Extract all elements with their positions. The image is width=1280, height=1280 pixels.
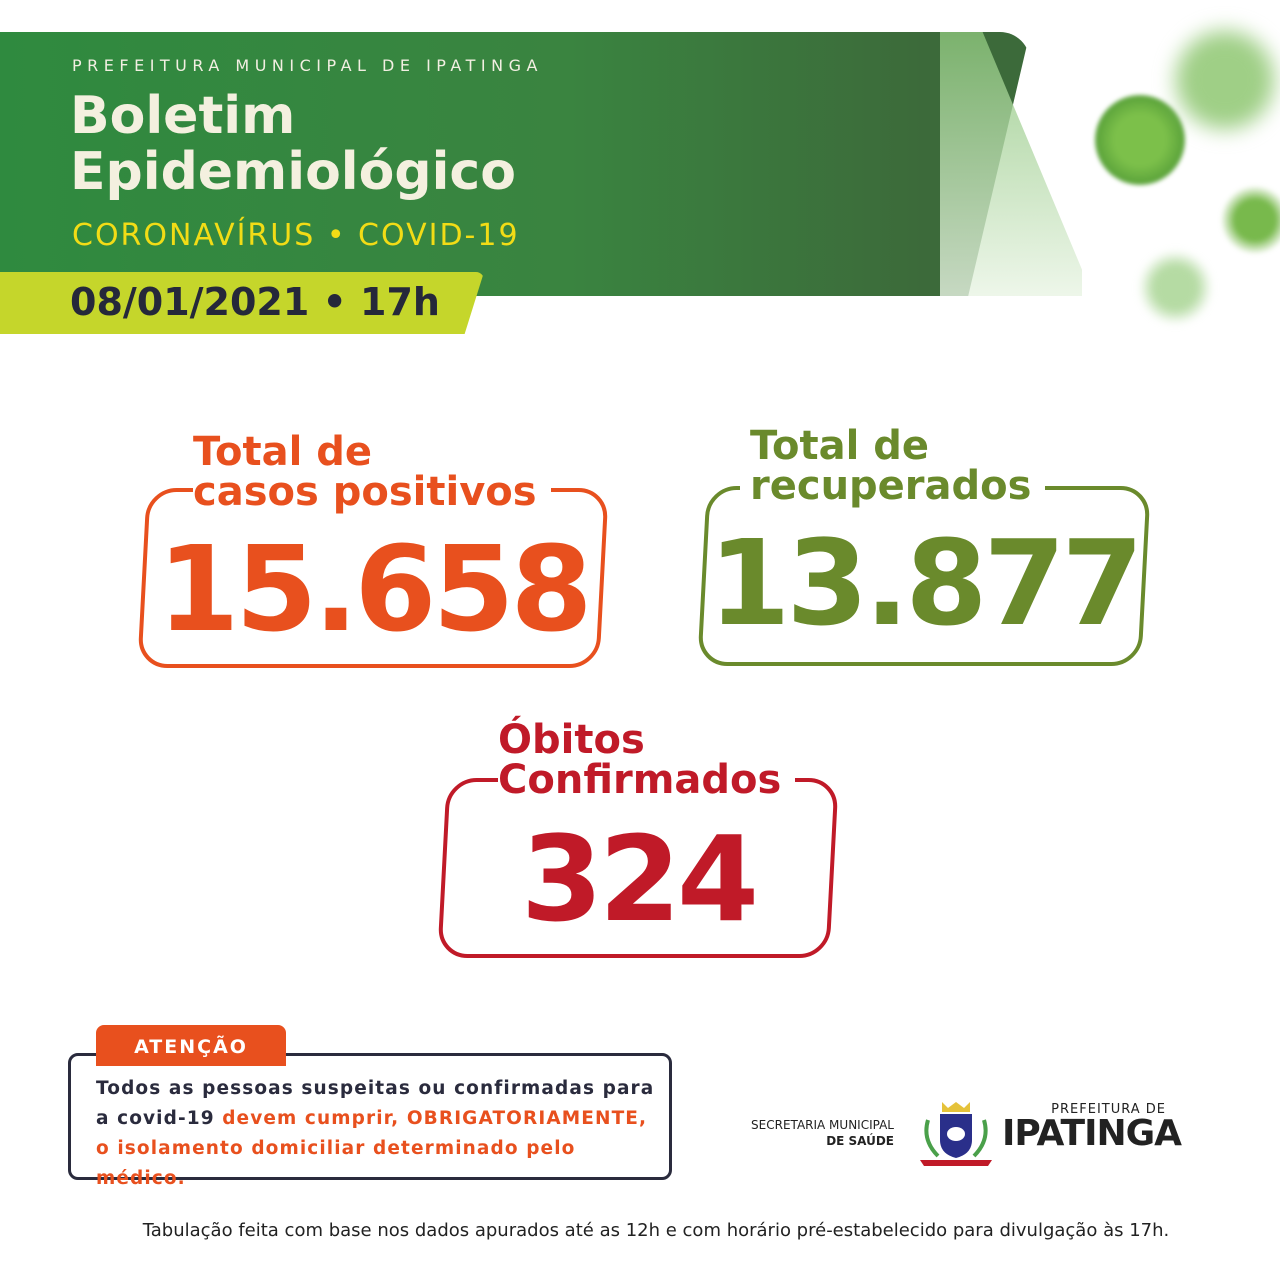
footer-note: Tabulação feita com base nos dados apura…: [142, 1220, 1170, 1241]
positive-cases-value: 15.658: [157, 520, 592, 658]
recovered-label: Total de recuperados: [740, 423, 1046, 510]
prefeitura-small-text: PREFEITURA DE: [1051, 1102, 1166, 1117]
date-bar: [0, 272, 484, 334]
coat-of-arms-icon: [918, 1100, 994, 1168]
virus-icon: [1138, 250, 1213, 325]
attention-text-plain: Todos as pessoas suspeitas ou confirmada…: [96, 1078, 655, 1129]
virus-icon: [1095, 95, 1185, 185]
deaths-label: Óbitos Confirmados: [498, 717, 796, 804]
bulletin-date: 08/01/2021 • 17h: [70, 280, 440, 324]
subtitle: CORONAVÍRUS • COVID-19: [72, 218, 520, 253]
title-line-1: Boletim: [70, 86, 296, 146]
page-title: Boletim Epidemiológico: [70, 88, 516, 200]
positive-cases-label: Total de casos positivos: [193, 432, 551, 516]
organization-name: PREFEITURA MUNICIPAL DE IPATINGA: [72, 56, 543, 75]
label-line: Total de: [193, 429, 372, 475]
recovered-value: 13.877: [708, 514, 1143, 652]
secretaria-line-2: DE SAÚDE: [826, 1134, 894, 1148]
title-line-2: Epidemiológico: [70, 142, 516, 202]
secretaria-logo: SECRETARIA MUNICIPAL DE SAÚDE: [740, 1117, 894, 1149]
prefeitura-big-text: IPATINGA: [1002, 1113, 1182, 1154]
attention-box: [68, 1053, 672, 1180]
attention-text: Todos as pessoas suspeitas ou confirmada…: [96, 1074, 666, 1194]
label-line: Óbitos: [498, 717, 645, 763]
virus-icon: [1220, 185, 1280, 255]
deaths-value: 324: [520, 810, 759, 948]
header-banner: [0, 32, 1030, 296]
prefeitura-logo: PREFEITURA DE IPATINGA: [1002, 1102, 1202, 1154]
label-line: Total de: [750, 423, 929, 469]
secretaria-line-1: SECRETARIA MUNICIPAL: [751, 1118, 894, 1132]
attention-tag: ATENÇÃO: [96, 1025, 286, 1066]
attention-text-highlight: devem cumprir, OBRIGATORIAMENTE, o isola…: [96, 1108, 648, 1189]
label-line: Confirmados: [498, 757, 782, 803]
label-line: recuperados: [750, 463, 1032, 509]
virus-icon: [1165, 20, 1280, 140]
label-line: casos positivos: [193, 469, 537, 515]
